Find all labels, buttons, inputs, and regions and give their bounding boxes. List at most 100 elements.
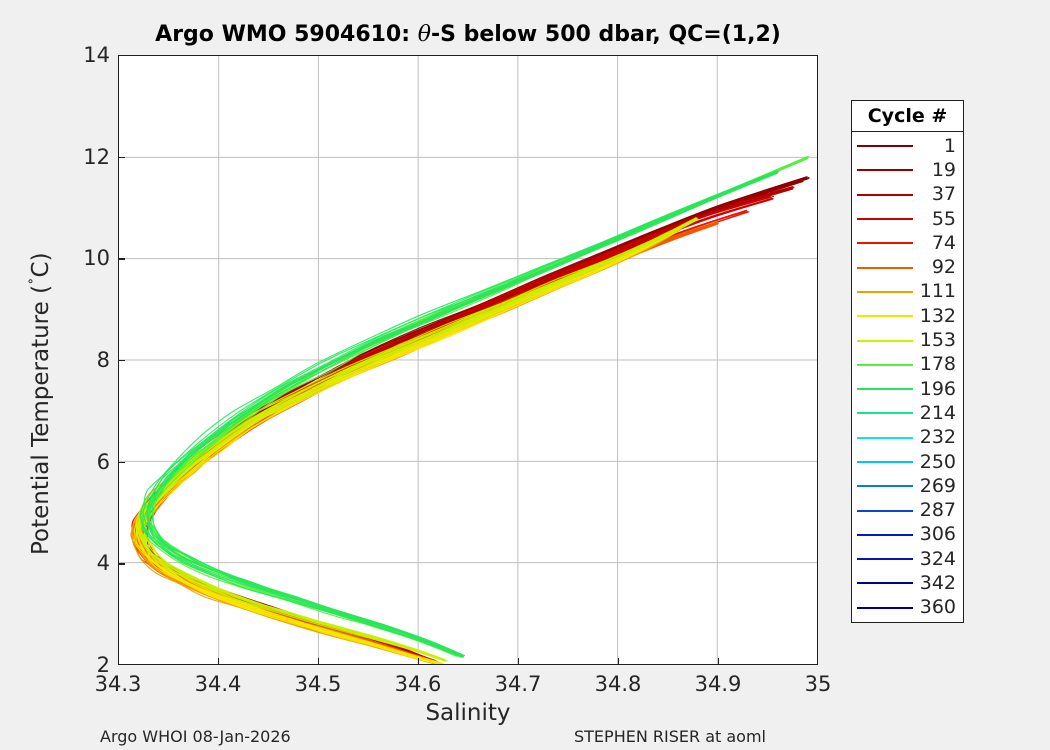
y-tick-label: 10 bbox=[83, 246, 110, 271]
legend-color-swatch bbox=[857, 436, 913, 439]
legend-entry-label: 74 bbox=[931, 231, 956, 254]
footer-right-text: STEPHEN RISER at aoml bbox=[574, 727, 766, 746]
legend-entry[interactable]: 196 bbox=[852, 377, 963, 401]
x-tick-mark bbox=[418, 658, 420, 665]
x-tick-label: 34.9 bbox=[694, 672, 742, 696]
legend-title: Cycle # bbox=[852, 101, 963, 132]
legend-color-swatch bbox=[857, 509, 913, 512]
legend-entry[interactable]: 111 bbox=[852, 280, 963, 304]
y-tick-mark bbox=[118, 461, 125, 464]
profile-line bbox=[147, 155, 809, 655]
legend-entry[interactable]: 178 bbox=[852, 353, 963, 377]
legend-entry-label: 324 bbox=[919, 547, 956, 570]
plot-area[interactable] bbox=[118, 55, 818, 665]
legend-entry[interactable]: 92 bbox=[852, 255, 963, 279]
legend-entry-label: 196 bbox=[919, 377, 956, 400]
legend-entry-label: 1 bbox=[943, 134, 956, 157]
legend-entry[interactable]: 37 bbox=[852, 183, 963, 207]
data-layer bbox=[130, 155, 810, 664]
x-tick-mark bbox=[618, 658, 620, 665]
legend-color-swatch bbox=[857, 606, 913, 609]
legend-entry-label: 37 bbox=[931, 183, 956, 206]
profile-line bbox=[141, 172, 777, 658]
legend-entry[interactable]: 250 bbox=[852, 450, 963, 474]
legend-entry[interactable]: 74 bbox=[852, 231, 963, 255]
legend-color-swatch bbox=[857, 193, 913, 196]
legend-color-swatch bbox=[857, 169, 913, 172]
legend-entry-label: 153 bbox=[919, 329, 956, 352]
legend-entry-label: 55 bbox=[931, 207, 956, 230]
legend-entry-label: 232 bbox=[919, 426, 956, 449]
y-tick-label: 14 bbox=[83, 43, 110, 67]
profile-line bbox=[140, 172, 777, 658]
profile-line bbox=[139, 170, 776, 656]
legend-entry[interactable]: 55 bbox=[852, 207, 963, 231]
legend-entry[interactable]: 287 bbox=[852, 498, 963, 522]
legend-color-swatch bbox=[857, 363, 913, 366]
x-tick-label: 34.6 bbox=[394, 672, 442, 696]
legend-entry-label: 111 bbox=[919, 280, 956, 303]
legend-color-swatch bbox=[857, 218, 913, 221]
legend-color-swatch bbox=[857, 242, 913, 245]
legend-color-swatch bbox=[857, 533, 913, 536]
legend-color-swatch bbox=[857, 461, 913, 463]
legend-color-swatch bbox=[857, 485, 913, 488]
legend-entry[interactable]: 360 bbox=[852, 596, 963, 620]
x-tick-label: 34.7 bbox=[494, 672, 542, 696]
plot-title: Argo WMO 5904610: θ-S below 500 dbar, QC… bbox=[118, 22, 818, 47]
legend-color-swatch bbox=[857, 582, 913, 585]
profile-line bbox=[146, 170, 778, 656]
legend-entry-label: 306 bbox=[919, 523, 956, 546]
legend-entry-label: 19 bbox=[931, 158, 956, 181]
legend-entry[interactable]: 232 bbox=[852, 426, 963, 450]
legend-entry[interactable]: 153 bbox=[852, 328, 963, 352]
x-tick-label: 35 bbox=[804, 672, 832, 696]
legend-entry[interactable]: 19 bbox=[852, 158, 963, 182]
legend-entry-label: 287 bbox=[919, 499, 956, 522]
y-tick-mark bbox=[118, 156, 125, 159]
legend-entry-label: 342 bbox=[919, 571, 956, 594]
legend-color-swatch bbox=[857, 558, 913, 561]
legend-color-swatch bbox=[857, 315, 913, 318]
title-suffix: -S below 500 dbar, QC=(1,2) bbox=[430, 22, 781, 47]
legend-entry[interactable]: 342 bbox=[852, 571, 963, 595]
legend-entry-label: 360 bbox=[919, 596, 956, 619]
x-tick-label: 34.8 bbox=[594, 672, 642, 696]
y-tick-label: 12 bbox=[83, 144, 110, 169]
theta-symbol: θ bbox=[417, 22, 431, 47]
degree-symbol: ˚ bbox=[28, 277, 46, 285]
y-tick-mark bbox=[118, 563, 125, 565]
legend-items: 1 19 37 55 74 92 111 132 153 178 196 214 232 250 269 28… bbox=[852, 132, 963, 620]
x-tick-mark bbox=[518, 658, 520, 665]
y-tick-label: 4 bbox=[96, 551, 110, 576]
legend-entry[interactable]: 269 bbox=[852, 474, 963, 498]
legend-entry[interactable]: 132 bbox=[852, 304, 963, 328]
footer-left-text: Argo WHOI 08-Jan-2026 bbox=[100, 727, 291, 746]
x-tick-mark bbox=[218, 658, 220, 665]
legend-entry-label: 92 bbox=[931, 256, 956, 279]
x-tick-label: 34.5 bbox=[294, 672, 342, 696]
legend-entry-label: 178 bbox=[919, 353, 956, 376]
x-axis-label: Salinity bbox=[425, 700, 511, 726]
legend-entry-label: 132 bbox=[919, 304, 956, 327]
legend-entry-label: 214 bbox=[919, 401, 956, 424]
title-prefix: Argo WMO 5904610: bbox=[155, 22, 418, 47]
grid-layer bbox=[119, 56, 817, 664]
y-tick-label: 2 bbox=[96, 653, 110, 677]
legend-entry[interactable]: 1 bbox=[852, 134, 963, 158]
y-tick-mark bbox=[118, 258, 125, 260]
legend-entry[interactable]: 214 bbox=[852, 401, 963, 425]
x-tick-mark bbox=[718, 658, 720, 665]
x-tick-mark bbox=[318, 658, 320, 665]
legend-color-swatch bbox=[857, 388, 913, 391]
legend-box[interactable]: Cycle # 1 19 37 55 74 92 111 132 153 178 196 214 232… bbox=[851, 100, 964, 623]
legend-entry[interactable]: 306 bbox=[852, 523, 963, 547]
legend-color-swatch bbox=[857, 266, 913, 269]
legend-entry[interactable]: 324 bbox=[852, 547, 963, 571]
x-tick-label: 34.4 bbox=[194, 672, 242, 696]
profile-line bbox=[143, 231, 677, 664]
y-tick-label: 6 bbox=[96, 449, 110, 474]
y-axis-label: Potential Temperature (˚C) bbox=[28, 252, 54, 555]
legend-color-swatch bbox=[857, 290, 913, 293]
